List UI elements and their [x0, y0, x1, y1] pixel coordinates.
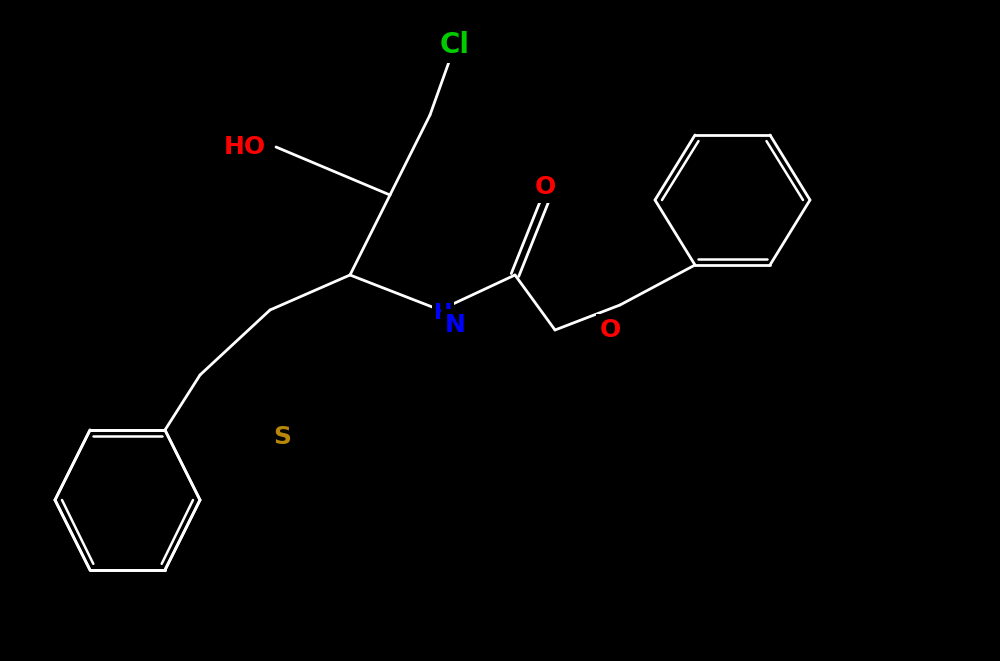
Text: N: N — [445, 313, 465, 337]
Text: Cl: Cl — [440, 31, 470, 59]
Text: H: H — [434, 303, 452, 323]
Text: S: S — [273, 425, 291, 449]
Text: O: O — [534, 175, 556, 199]
Text: HO: HO — [224, 135, 266, 159]
Text: O: O — [599, 318, 621, 342]
